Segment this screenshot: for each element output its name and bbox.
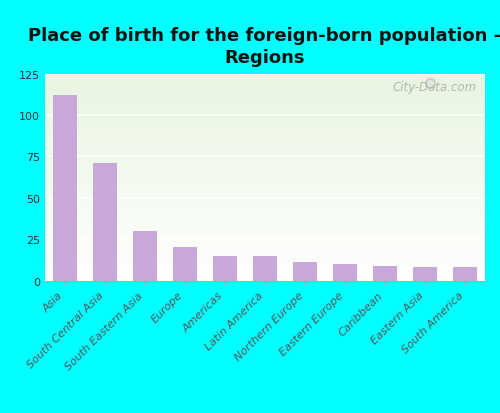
Bar [53, 96, 77, 281]
Bar [453, 268, 477, 281]
Bar [253, 256, 277, 281]
Bar [173, 248, 197, 281]
Bar [373, 266, 397, 281]
Bar [333, 264, 357, 281]
Title: Place of birth for the foreign-born population -
Regions: Place of birth for the foreign-born popu… [28, 27, 500, 67]
Bar [213, 256, 237, 281]
Bar [133, 231, 157, 281]
Text: City-Data.com: City-Data.com [392, 81, 476, 93]
Bar [413, 268, 437, 281]
Bar [293, 263, 317, 281]
Bar [93, 164, 117, 281]
